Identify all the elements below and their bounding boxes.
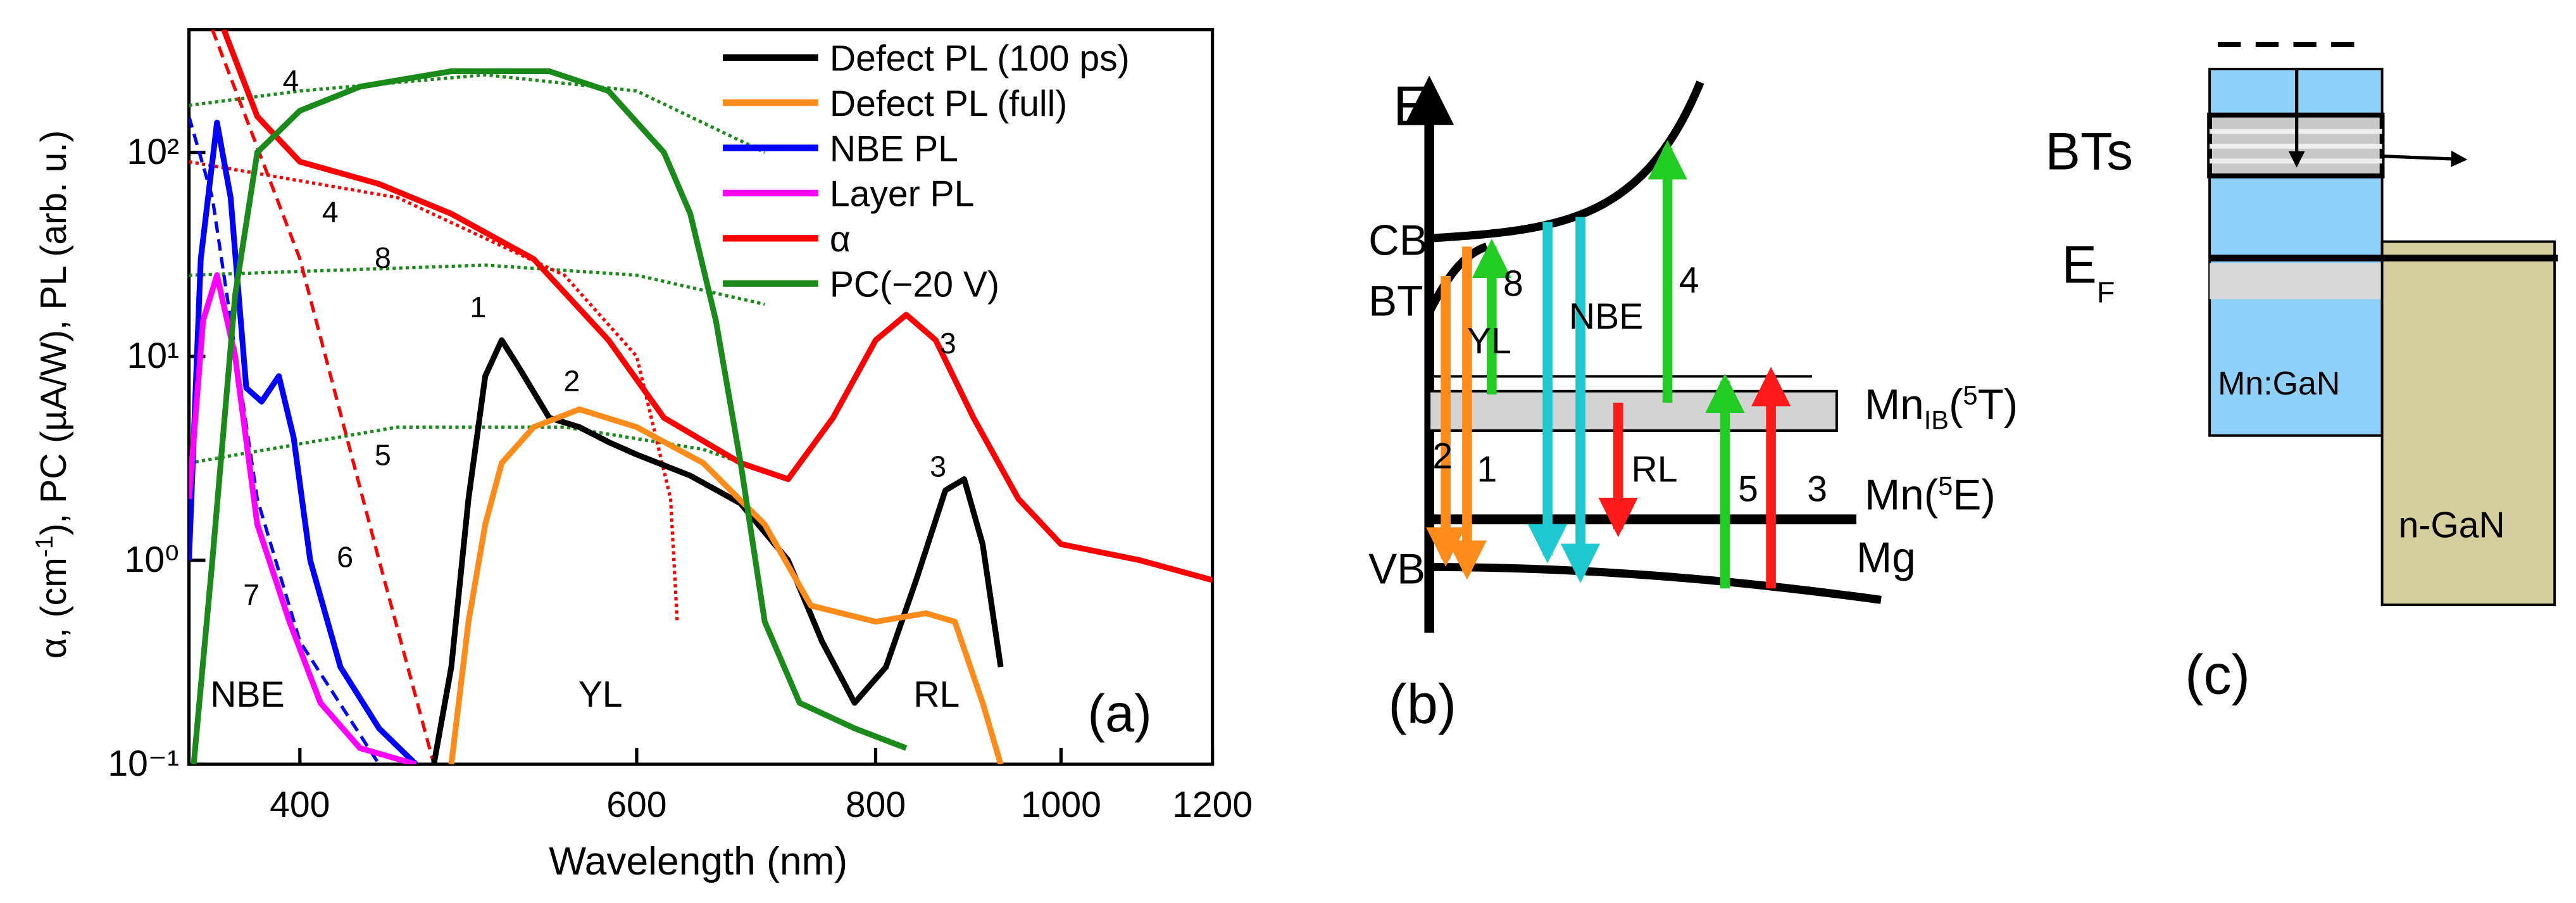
y-label-part: ), PC (µA/W), PL (arb. u.) (34, 130, 74, 536)
diagram-c: BTs EF Mn:GaN n-GaN (c) (2046, 42, 2558, 705)
subscript: F (2097, 276, 2115, 309)
x-tick-label: 1000 (1021, 785, 1101, 825)
label-1: 1 (1477, 449, 1497, 489)
label-2: 2 (1432, 436, 1453, 477)
legend-label: Defect PL (100 ps) (830, 39, 1130, 79)
yl-label: YL (1467, 321, 1511, 362)
annotation: RL (913, 674, 960, 715)
superscript: 5 (1963, 381, 1977, 410)
ef-label: EF (2062, 235, 2115, 308)
fit-label: 7 (243, 578, 259, 611)
mg-label: Mg (1856, 534, 1916, 581)
annotation: YL (578, 674, 623, 715)
x-tick-label: 400 (270, 785, 330, 825)
diagram-b: E CB BT YL 8 NBE 4 MnIB(5T) 2 1 RL 5 3 M… (1368, 74, 2018, 735)
text-part: E (2062, 235, 2097, 294)
text-part: Mn( (1865, 472, 1939, 519)
gray-band (2210, 263, 2382, 300)
cb-curve (1429, 80, 1704, 243)
annotation: 3 (940, 327, 956, 360)
label-3: 3 (1807, 469, 1827, 510)
y-tick-label: 10² (127, 132, 179, 172)
fit-line (211, 29, 435, 764)
label-5: 5 (1738, 469, 1758, 510)
y-tick-label: 10¹ (127, 336, 179, 376)
x-tick-label: 800 (846, 785, 906, 825)
n-gan-label: n-GaN (2399, 505, 2505, 546)
annotation: NBE (210, 674, 284, 715)
fit-line (189, 116, 381, 764)
fit-line (189, 263, 765, 306)
superscript: 5 (1938, 470, 1953, 500)
series-line (448, 406, 1004, 764)
subscript: IB (1924, 405, 1949, 434)
fit-line (189, 160, 679, 622)
annotation: (a) (1087, 684, 1152, 743)
text-part: T) (1978, 381, 2018, 429)
label-4: 4 (1679, 260, 1699, 301)
text-part: Mn (1865, 381, 1924, 429)
n-gan-block (2380, 240, 2556, 607)
nbe-label: NBE (1569, 296, 1643, 337)
mn-gan-label: Mn:GaN (2218, 365, 2340, 402)
axis-label: E (1393, 74, 1430, 137)
x-tick-label: 1200 (1172, 785, 1253, 825)
series-line (191, 68, 908, 764)
fit-label: 6 (337, 540, 353, 573)
fit-label: 8 (375, 241, 391, 274)
y-tick-label: 10⁰ (125, 540, 179, 580)
annotation: 3 (930, 450, 946, 483)
legend-label: PC(−20 V) (830, 264, 999, 305)
panel-label: (c) (2185, 643, 2250, 705)
series-line (189, 272, 417, 764)
bt-curve (1425, 243, 1489, 315)
panel-label: (b) (1388, 673, 1456, 735)
fit-label: 4 (322, 195, 339, 228)
y-axis-label: α, (cm-1), PC (µA/W), PL (arb. u.) (31, 130, 74, 659)
annotation: 2 (563, 365, 580, 398)
text-part: E) (1953, 472, 1995, 519)
bts-label: BTs (2046, 122, 2133, 180)
legend-label: Defect PL (full) (830, 84, 1067, 124)
label-8: 8 (1503, 263, 1523, 304)
y-label-sup: -1 (31, 536, 58, 558)
fit-line (189, 73, 766, 154)
x-tick-label: 600 (606, 785, 666, 825)
text-part: ( (1949, 381, 1963, 429)
y-tick-label: 10⁻¹ (108, 743, 179, 784)
vb-label: VB (1368, 545, 1425, 593)
annotation: 1 (470, 291, 486, 324)
legend-label: α (830, 219, 851, 260)
vb-curve (1429, 562, 1882, 604)
plot-area (189, 29, 1213, 764)
legend-label: Layer PL (830, 174, 975, 215)
arrow-right (2382, 150, 2468, 167)
y-label-part: α, (cm (34, 557, 74, 659)
mn5e-label: Mn(5E) (1865, 470, 1996, 519)
series-line (430, 337, 1004, 764)
mnib-label: MnIB(5T) (1865, 381, 2018, 435)
rl-label: RL (1631, 449, 1677, 489)
plot-frame (187, 28, 1215, 766)
chart-a: Wavelength (nm) α, (cm-1), PC (µA/W), PL… (31, 28, 1253, 883)
fit-label: 4 (283, 64, 299, 97)
fit-label: 5 (375, 439, 391, 472)
cb-label: CB (1368, 217, 1428, 264)
series-line (221, 29, 1213, 583)
legend-label: NBE PL (830, 129, 958, 169)
x-axis-label: Wavelength (nm) (549, 840, 847, 883)
fit-line (189, 425, 789, 481)
bt-label: BT (1368, 277, 1423, 325)
series-line (189, 120, 418, 764)
